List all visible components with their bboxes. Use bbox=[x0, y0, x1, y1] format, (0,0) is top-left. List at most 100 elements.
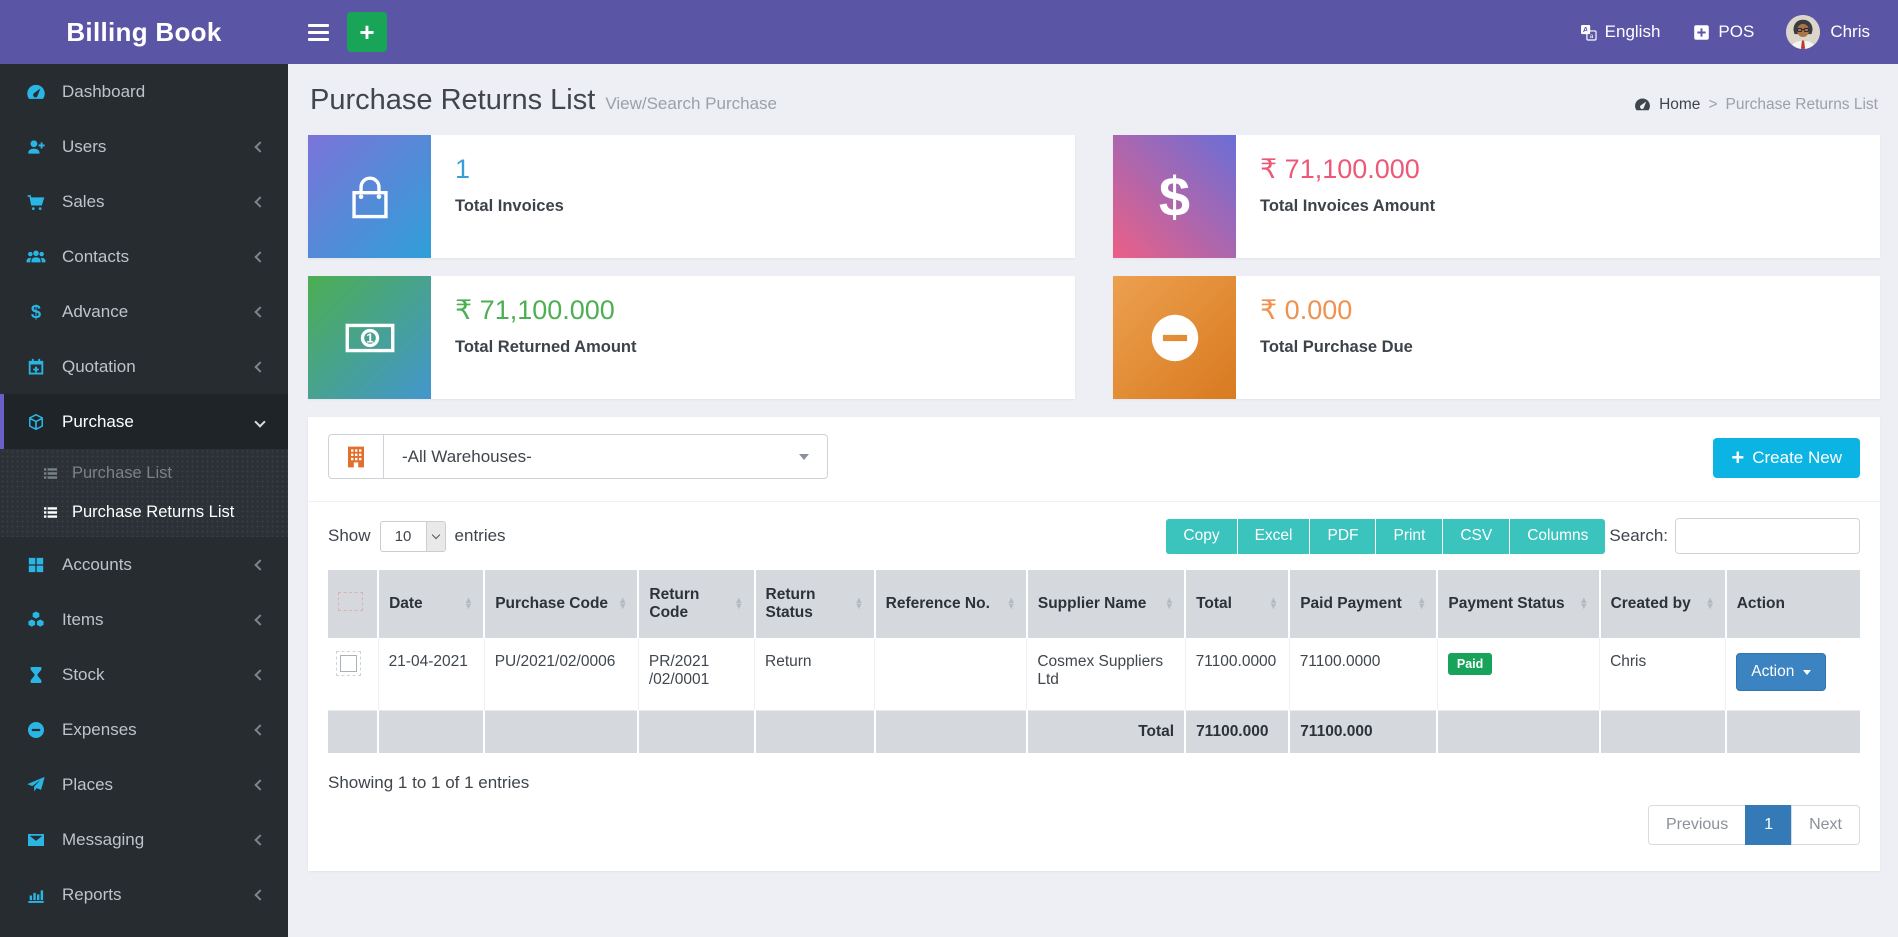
column-header-total[interactable]: Total bbox=[1184, 570, 1290, 638]
sidebar-item-reports[interactable]: Reports bbox=[0, 867, 288, 922]
sidebar-item-label: Reports bbox=[62, 884, 122, 904]
hamburger-icon bbox=[308, 23, 329, 27]
breadcrumb-home-link[interactable]: Home bbox=[1659, 95, 1701, 113]
column-header-paid-payment[interactable]: Paid Payment bbox=[1288, 570, 1438, 638]
footer-total-value: 71100.000 bbox=[1184, 710, 1290, 753]
sidebar-toggle-button[interactable] bbox=[308, 23, 329, 41]
cell-paid-payment: 71100.0000 bbox=[1288, 638, 1438, 711]
quick-add-button[interactable]: + bbox=[347, 12, 387, 52]
footer-total-label: Total bbox=[1025, 710, 1186, 753]
table-row: 21-04-2021 PU/2021/02/0006 PR/2021 /02/0… bbox=[328, 638, 1860, 711]
column-header-payment-status[interactable]: Payment Status bbox=[1436, 570, 1600, 638]
warehouse-select[interactable]: -All Warehouses- bbox=[384, 435, 827, 478]
paper-plane-icon bbox=[26, 775, 46, 795]
payment-status-badge: Paid bbox=[1447, 653, 1493, 675]
language-menu[interactable]: English bbox=[1579, 22, 1660, 42]
sidebar-item-label: Places bbox=[62, 774, 114, 794]
column-header-supplier-name[interactable]: Supplier Name bbox=[1025, 570, 1186, 638]
chevron-left-icon bbox=[254, 360, 266, 373]
sidebar-item-accounts[interactable]: Accounts bbox=[0, 537, 288, 592]
sidebar-item-quotation[interactable]: Quotation bbox=[0, 339, 288, 394]
card-value: 1 bbox=[455, 154, 471, 184]
purchase-submenu: Purchase List Purchase Returns List bbox=[0, 449, 288, 537]
user-menu[interactable]: Chris bbox=[1786, 15, 1870, 49]
chevron-left-icon bbox=[254, 195, 266, 208]
column-header-reference-no[interactable]: Reference No. bbox=[873, 570, 1027, 638]
cell-payment-status: Paid bbox=[1436, 638, 1600, 711]
sidebar-item-messaging[interactable]: Messaging bbox=[0, 812, 288, 867]
user-plus-icon bbox=[26, 137, 46, 157]
chevron-down-icon bbox=[254, 415, 266, 428]
sidebar-item-label: Dashboard bbox=[62, 81, 146, 101]
next-page-button[interactable]: Next bbox=[1791, 804, 1860, 845]
csv-button[interactable]: CSV bbox=[1443, 518, 1511, 554]
search-input[interactable] bbox=[1675, 518, 1860, 554]
card-total-purchase-due: ₹ 0.000 Total Purchase Due bbox=[1113, 276, 1880, 399]
card-total-returned-amount: ₹ 71,100.000 Total Returned Amount bbox=[308, 276, 1075, 399]
breadcrumb-separator: > bbox=[1708, 95, 1718, 113]
chevron-left-icon bbox=[254, 613, 266, 626]
sort-icon bbox=[1165, 598, 1174, 610]
row-checkbox[interactable] bbox=[336, 651, 361, 676]
cell-reference-no bbox=[874, 638, 1027, 711]
translate-icon bbox=[1579, 23, 1598, 42]
page-1-button[interactable]: 1 bbox=[1745, 804, 1793, 845]
grid-icon bbox=[26, 555, 46, 575]
entries-summary: Showing 1 to 1 of 1 entries bbox=[328, 772, 530, 792]
pos-button[interactable]: POS bbox=[1692, 22, 1754, 42]
warehouse-building-icon bbox=[329, 435, 384, 478]
sidebar-item-purchase[interactable]: Purchase bbox=[0, 394, 288, 449]
column-header-created-by[interactable]: Created by bbox=[1598, 570, 1726, 638]
warehouse-selected-value: -All Warehouses- bbox=[402, 446, 532, 466]
column-header-return-status[interactable]: Return Status bbox=[753, 570, 875, 638]
column-header-purchase-code[interactable]: Purchase Code bbox=[483, 570, 639, 638]
select-all-checkbox[interactable] bbox=[338, 592, 363, 611]
cell-action: Action bbox=[1725, 638, 1860, 711]
page-subtitle: View/Search Purchase bbox=[605, 94, 777, 113]
sidebar-item-expenses[interactable]: Expenses bbox=[0, 702, 288, 757]
sidebar-item-advance[interactable]: Advance bbox=[0, 284, 288, 339]
column-header-return-code[interactable]: Return Code bbox=[637, 570, 755, 638]
cell-return-status: Return bbox=[754, 638, 875, 711]
sidebar-item-users[interactable]: Users bbox=[0, 119, 288, 174]
sidebar-item-purchase-returns-list[interactable]: Purchase Returns List bbox=[0, 493, 288, 532]
excel-button[interactable]: Excel bbox=[1237, 518, 1311, 554]
avatar bbox=[1786, 15, 1821, 49]
action-button[interactable]: Action bbox=[1736, 653, 1827, 691]
print-button[interactable]: Print bbox=[1376, 518, 1444, 554]
card-value: ₹ 0.000 bbox=[1260, 295, 1353, 325]
create-new-button[interactable]: + Create New bbox=[1713, 438, 1860, 478]
chevron-left-icon bbox=[254, 723, 266, 736]
sidebar-item-warehouse[interactable]: Warehouse bbox=[0, 922, 288, 937]
sidebar-item-stock[interactable]: Stock bbox=[0, 647, 288, 702]
top-navbar: Billing Book + English POS bbox=[0, 0, 1898, 64]
select-all-header-cell bbox=[328, 570, 379, 638]
home-dashboard-icon bbox=[1634, 96, 1651, 113]
column-header-date[interactable]: Date bbox=[377, 570, 485, 638]
sidebar-item-places[interactable]: Places bbox=[0, 757, 288, 812]
pdf-button[interactable]: PDF bbox=[1310, 518, 1377, 554]
export-buttons: Copy Excel PDF Print CSV Columns bbox=[1166, 518, 1606, 554]
copy-button[interactable]: Copy bbox=[1166, 518, 1238, 554]
columns-button[interactable]: Columns bbox=[1510, 518, 1606, 554]
card-value: ₹ 71,100.000 bbox=[455, 295, 615, 325]
previous-page-button[interactable]: Previous bbox=[1647, 804, 1747, 845]
list-icon bbox=[42, 465, 59, 482]
page-size-select[interactable]: 10 bbox=[379, 520, 446, 552]
username-label: Chris bbox=[1830, 22, 1870, 41]
summary-cards: 1 Total Invoices $ ₹ 71,100.000 Total In… bbox=[308, 135, 1880, 399]
sidebar-item-purchase-list[interactable]: Purchase List bbox=[0, 454, 288, 493]
brand-logo[interactable]: Billing Book bbox=[66, 16, 222, 47]
page-title: Purchase Returns List bbox=[310, 84, 596, 116]
sidebar-item-items[interactable]: Items bbox=[0, 592, 288, 647]
sidebar-item-label: Quotation bbox=[62, 356, 136, 376]
show-label: Show bbox=[328, 526, 371, 545]
sidebar-item-label: Stock bbox=[62, 664, 105, 684]
sidebar-item-dashboard[interactable]: Dashboard bbox=[0, 64, 288, 119]
sidebar-item-label: Purchase bbox=[62, 411, 134, 431]
sort-icon bbox=[1705, 598, 1714, 610]
chevron-left-icon bbox=[254, 668, 266, 681]
cell-select bbox=[328, 638, 379, 711]
sidebar-item-sales[interactable]: Sales bbox=[0, 174, 288, 229]
sidebar-item-contacts[interactable]: Contacts bbox=[0, 229, 288, 284]
